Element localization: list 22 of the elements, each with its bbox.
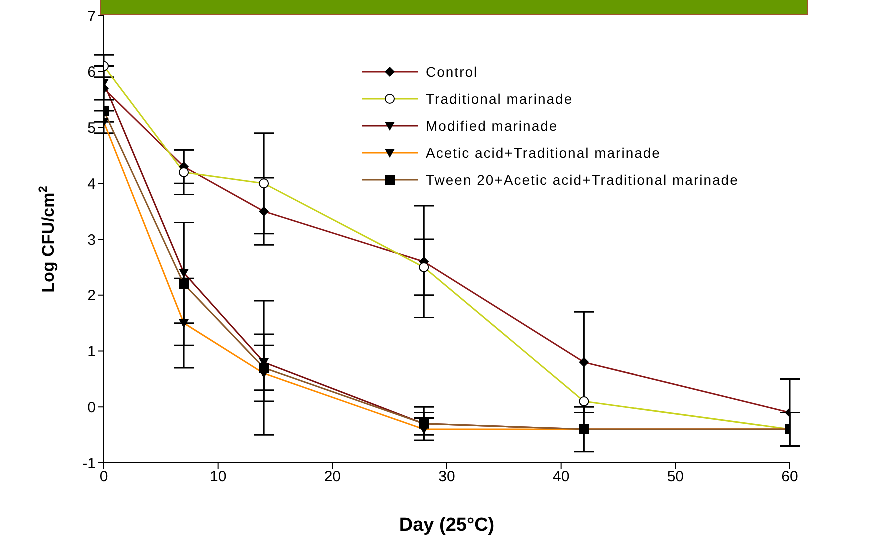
x-tick-label: 60 <box>782 468 798 486</box>
y-tick-label: 4 <box>88 176 96 193</box>
legend-label: Modified marinade <box>426 118 558 134</box>
legend-label: Acetic acid+Traditional marinade <box>426 144 661 160</box>
legend-label: Control <box>426 64 478 80</box>
y-tick-label: 7 <box>88 8 96 26</box>
y-tick-label: 5 <box>88 120 96 138</box>
y-tick-label: 6 <box>88 64 96 82</box>
y-tick-label: 1 <box>88 344 96 361</box>
y-tick-label: -1 <box>82 455 96 472</box>
legend-label: Tween 20+Acetic acid+Traditional marinade <box>426 172 739 188</box>
x-axis-title: Day (25°C) <box>399 515 495 536</box>
x-tick-label: 20 <box>324 468 342 486</box>
y-tick-label: 0 <box>88 399 96 416</box>
y-tick-label: 2 <box>88 288 96 305</box>
legend-label: Traditional marinade <box>426 90 574 106</box>
x-tick-label: 50 <box>667 468 684 486</box>
x-tick-label: 40 <box>552 468 570 486</box>
x-tick-label: 0 <box>100 468 108 486</box>
x-tick-label: 30 <box>438 468 456 486</box>
x-tick-label: 10 <box>210 468 227 486</box>
y-tick-label: 3 <box>88 232 96 249</box>
